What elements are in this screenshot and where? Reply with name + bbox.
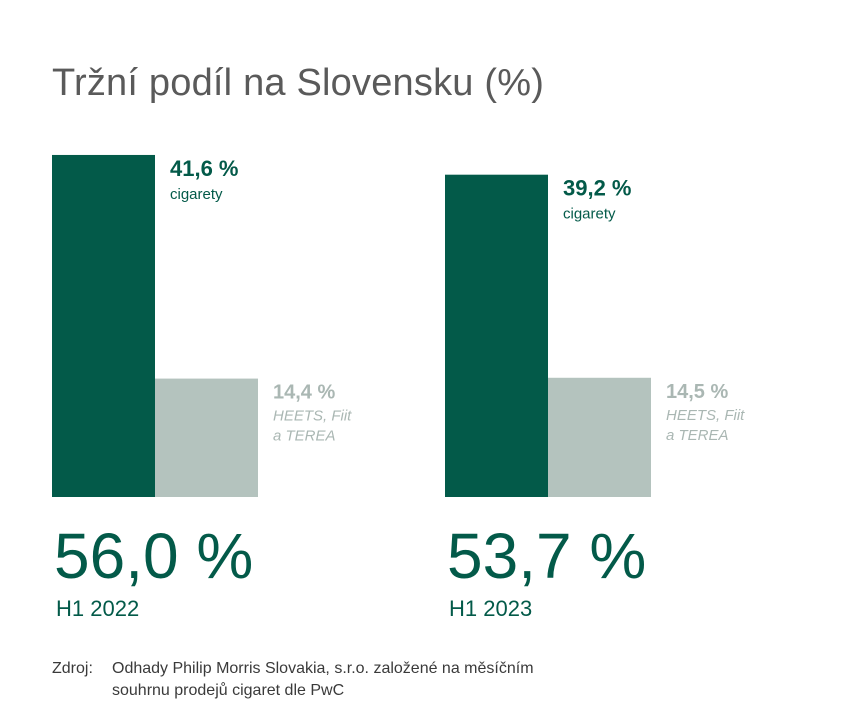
group-total: 56,0 % — [54, 520, 253, 592]
market-share-chart: 41,6 % cigarety 14,4 % HEETS, Fiit a TEREA 56… — [52, 154, 745, 621]
source-line-1: Odhady Philip Morris Slovakia, s.r.o. za… — [112, 660, 534, 677]
bar-cigarety-2 — [445, 174, 548, 497]
group-total: 53,7 % — [447, 520, 646, 592]
bar-heets-1 — [155, 378, 258, 497]
data-label-category: a TEREA — [273, 428, 336, 445]
data-label-value: 41,6 % — [170, 156, 239, 181]
group-period: H1 2023 — [449, 596, 532, 621]
source-line-2: souhrnu prodejů cigaret dle PwC — [112, 682, 345, 699]
bar-cigarety-1 — [52, 154, 155, 497]
data-label-category: a TEREA — [666, 427, 729, 444]
group-period: H1 2022 — [56, 596, 139, 621]
source-label: Zdroj: — [52, 660, 93, 677]
data-label-category: cigarety — [170, 186, 223, 203]
data-label-value: 14,4 % — [273, 382, 335, 404]
chart-title: Tržní podíl na Slovensku (%) — [52, 62, 545, 104]
data-label-category: HEETS, Fiit — [666, 407, 745, 424]
source-note: Zdroj: Odhady Philip Morris Slovakia, s.r… — [52, 658, 534, 702]
data-label-value: 39,2 % — [563, 176, 632, 201]
data-label-value: 14,5 % — [666, 381, 728, 403]
data-label-category: HEETS, Fiit — [273, 408, 352, 425]
data-label-category: cigarety — [563, 206, 616, 223]
bar-heets-2 — [548, 377, 651, 497]
